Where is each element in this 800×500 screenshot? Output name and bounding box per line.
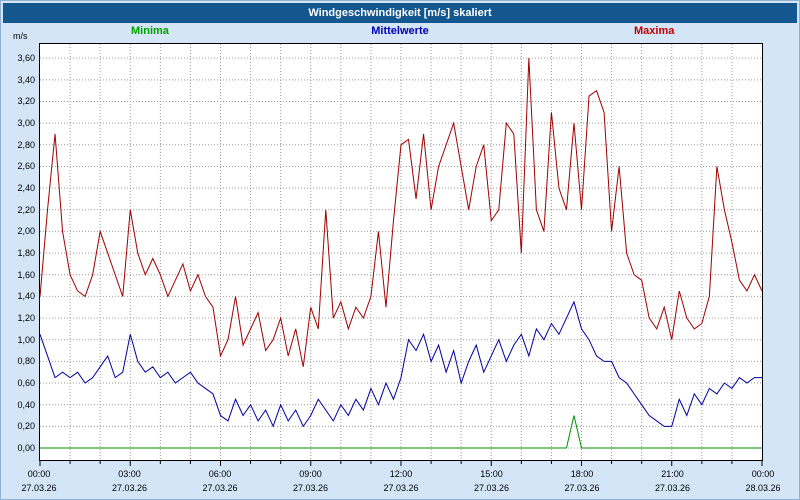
x-date-label: 27.03.26 [654,483,691,493]
x-hour-label: 15:00 [480,469,503,479]
legend-maxima-label: Maxima [634,25,675,37]
legend-mittelwerte-label: Mittelwerte [371,25,429,37]
x-hour-label: 18:00 [570,469,594,479]
y-tick-label: 3,20 [17,96,35,107]
y-tick-label: 2,60 [17,161,35,172]
y-tick-label: 1,00 [17,334,35,345]
plot-area [39,43,763,467]
x-date-label: 28.03.26 [745,483,781,493]
x-date-label: 27.03.26 [292,483,329,493]
y-tick-label: 3,00 [17,118,35,129]
y-tick-label: 1,80 [17,248,35,259]
x-hour-label: 03:00 [118,469,141,479]
y-tick-label: 3,40 [17,74,35,85]
x-date-label: 27.03.26 [383,483,419,493]
maxima-series [39,58,763,367]
x-hour-label: 06:00 [208,469,232,479]
x-date-label: 27.03.26 [564,483,600,493]
y-tick-label: 1,40 [17,291,35,302]
y-tick-label: 1,20 [17,313,35,324]
y-tick-label: 2,80 [17,139,35,150]
x-date-label: 27.03.26 [21,483,57,493]
x-date-label: 27.03.26 [202,483,238,493]
x-date-label: 27.03.26 [111,483,148,493]
x-hour-label: 00:00 [27,469,51,479]
wind-chart-plot [39,43,763,466]
chart-title: Windgeschwindigkeit [m/s] skaliert [308,7,492,19]
y-tick-label: 2,00 [17,226,35,237]
x-hour-label: 00:00 [751,469,775,479]
y-tick-label: 2,40 [17,183,35,194]
y-tick-label: 0,00 [17,443,35,453]
legend-minima-label: Minima [131,25,169,37]
y-tick-label: 1,60 [17,269,35,280]
legend: Minima Mittelwerte Maxima [1,25,799,41]
x-date-label: 27.03.26 [473,483,510,493]
y-tick-label: 0,40 [17,399,35,410]
y-tick-label: 0,20 [17,421,35,432]
y-tick-label: 0,80 [17,356,35,367]
y-tick-label: 0,60 [17,378,35,389]
x-hour-label: 12:00 [389,469,413,479]
y-tick-label: 2,20 [17,204,35,215]
y-tick-label: 3,60 [17,53,35,64]
mittelwerte-series [39,300,762,428]
y-axis-unit-label: m/s [13,31,28,41]
x-hour-label: 21:00 [661,469,684,479]
title-bar: Windgeschwindigkeit [m/s] skaliert [3,3,797,23]
minima-series [40,415,762,449]
x-hour-label: 09:00 [299,469,322,479]
